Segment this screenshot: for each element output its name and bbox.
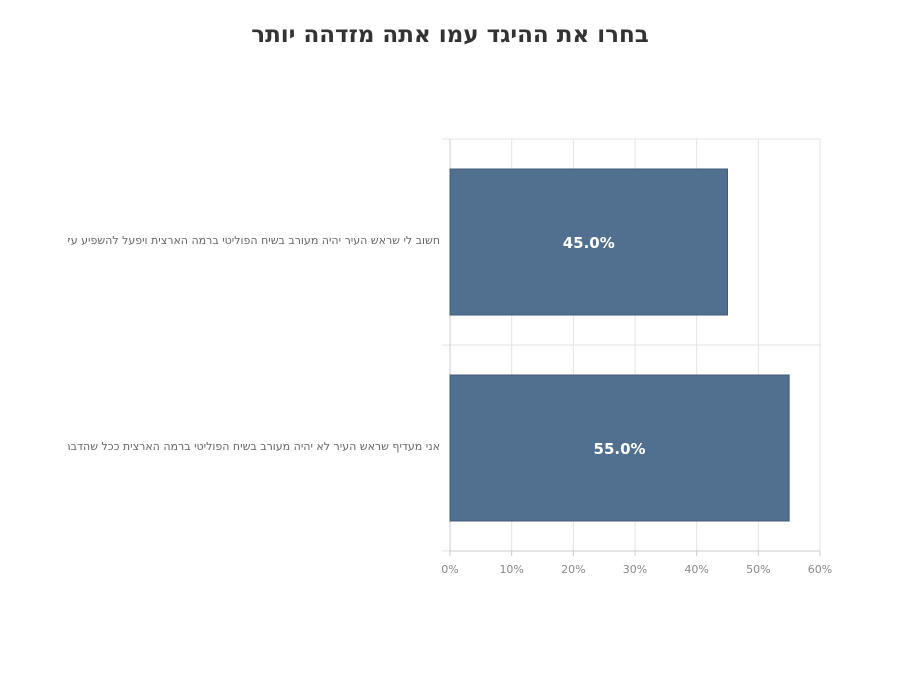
x-tick-label: 20%	[561, 563, 585, 576]
x-tick-label: 10%	[499, 563, 523, 576]
bar	[449, 168, 728, 316]
bar-data-label: 55.0%	[594, 440, 646, 458]
x-tick-label: 50%	[746, 563, 770, 576]
x-tick-label: 60%	[808, 563, 832, 576]
x-tick-label: 0%	[441, 563, 458, 576]
chart-title: בחרו את ההיגד עמו אתה מזדהה יותר	[251, 22, 649, 48]
x-tick-label: 40%	[684, 563, 708, 576]
x-tick-label: 30%	[623, 563, 647, 576]
bar	[449, 374, 790, 522]
category-label: חשוב לי שראש העיר יהיה מעורב בשיח הפוליט…	[68, 234, 440, 247]
category-label: אני מעדיף שראש העיר לא יהיה מעורב בשיח ה…	[68, 440, 440, 453]
bar-data-label: 45.0%	[563, 234, 615, 252]
